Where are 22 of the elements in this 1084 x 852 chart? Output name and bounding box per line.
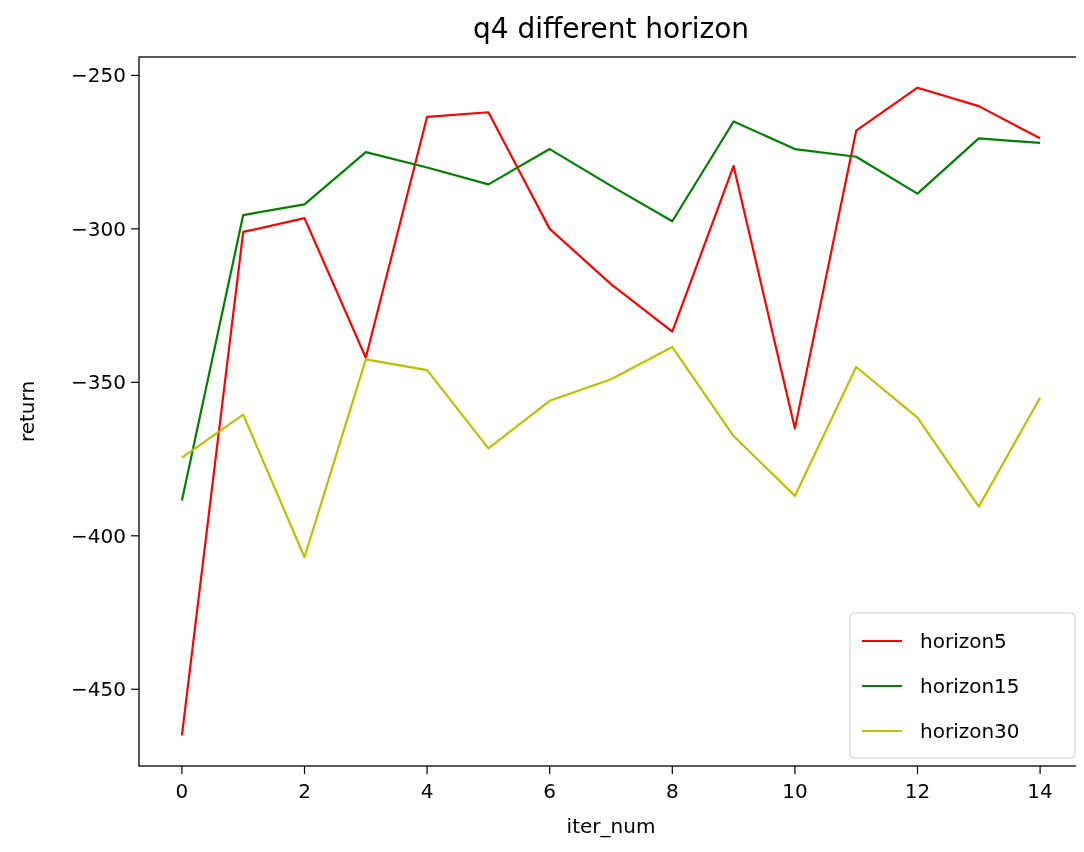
x-tick-label: 2: [298, 779, 311, 803]
x-axis-title: iter_num: [566, 814, 656, 838]
legend-label: horizon15: [920, 674, 1020, 698]
legend-label: horizon5: [920, 629, 1007, 653]
line-series: [180, 86, 1042, 737]
y-tick-label: −250: [71, 63, 126, 88]
line-series: [180, 120, 1042, 502]
y-tick-label: −450: [71, 677, 126, 702]
y-tick-label: −300: [71, 216, 126, 241]
x-tick-label: 14: [1027, 779, 1053, 803]
x-tick-label: 8: [665, 779, 679, 803]
y-axis-title: return: [15, 380, 39, 443]
x-tick-label: 12: [904, 779, 931, 803]
x-tick-label: 6: [543, 779, 557, 803]
line-series: [180, 345, 1042, 559]
legend-label: horizon30: [920, 719, 1020, 743]
x-tick-label: 10: [782, 779, 808, 803]
y-tick-label: −400: [71, 523, 126, 548]
y-tick-label: −350: [71, 370, 126, 395]
x-tick-label: 4: [420, 779, 434, 803]
chart-title: q4 different horizon: [472, 12, 750, 45]
x-tick-label: 0: [175, 779, 189, 803]
